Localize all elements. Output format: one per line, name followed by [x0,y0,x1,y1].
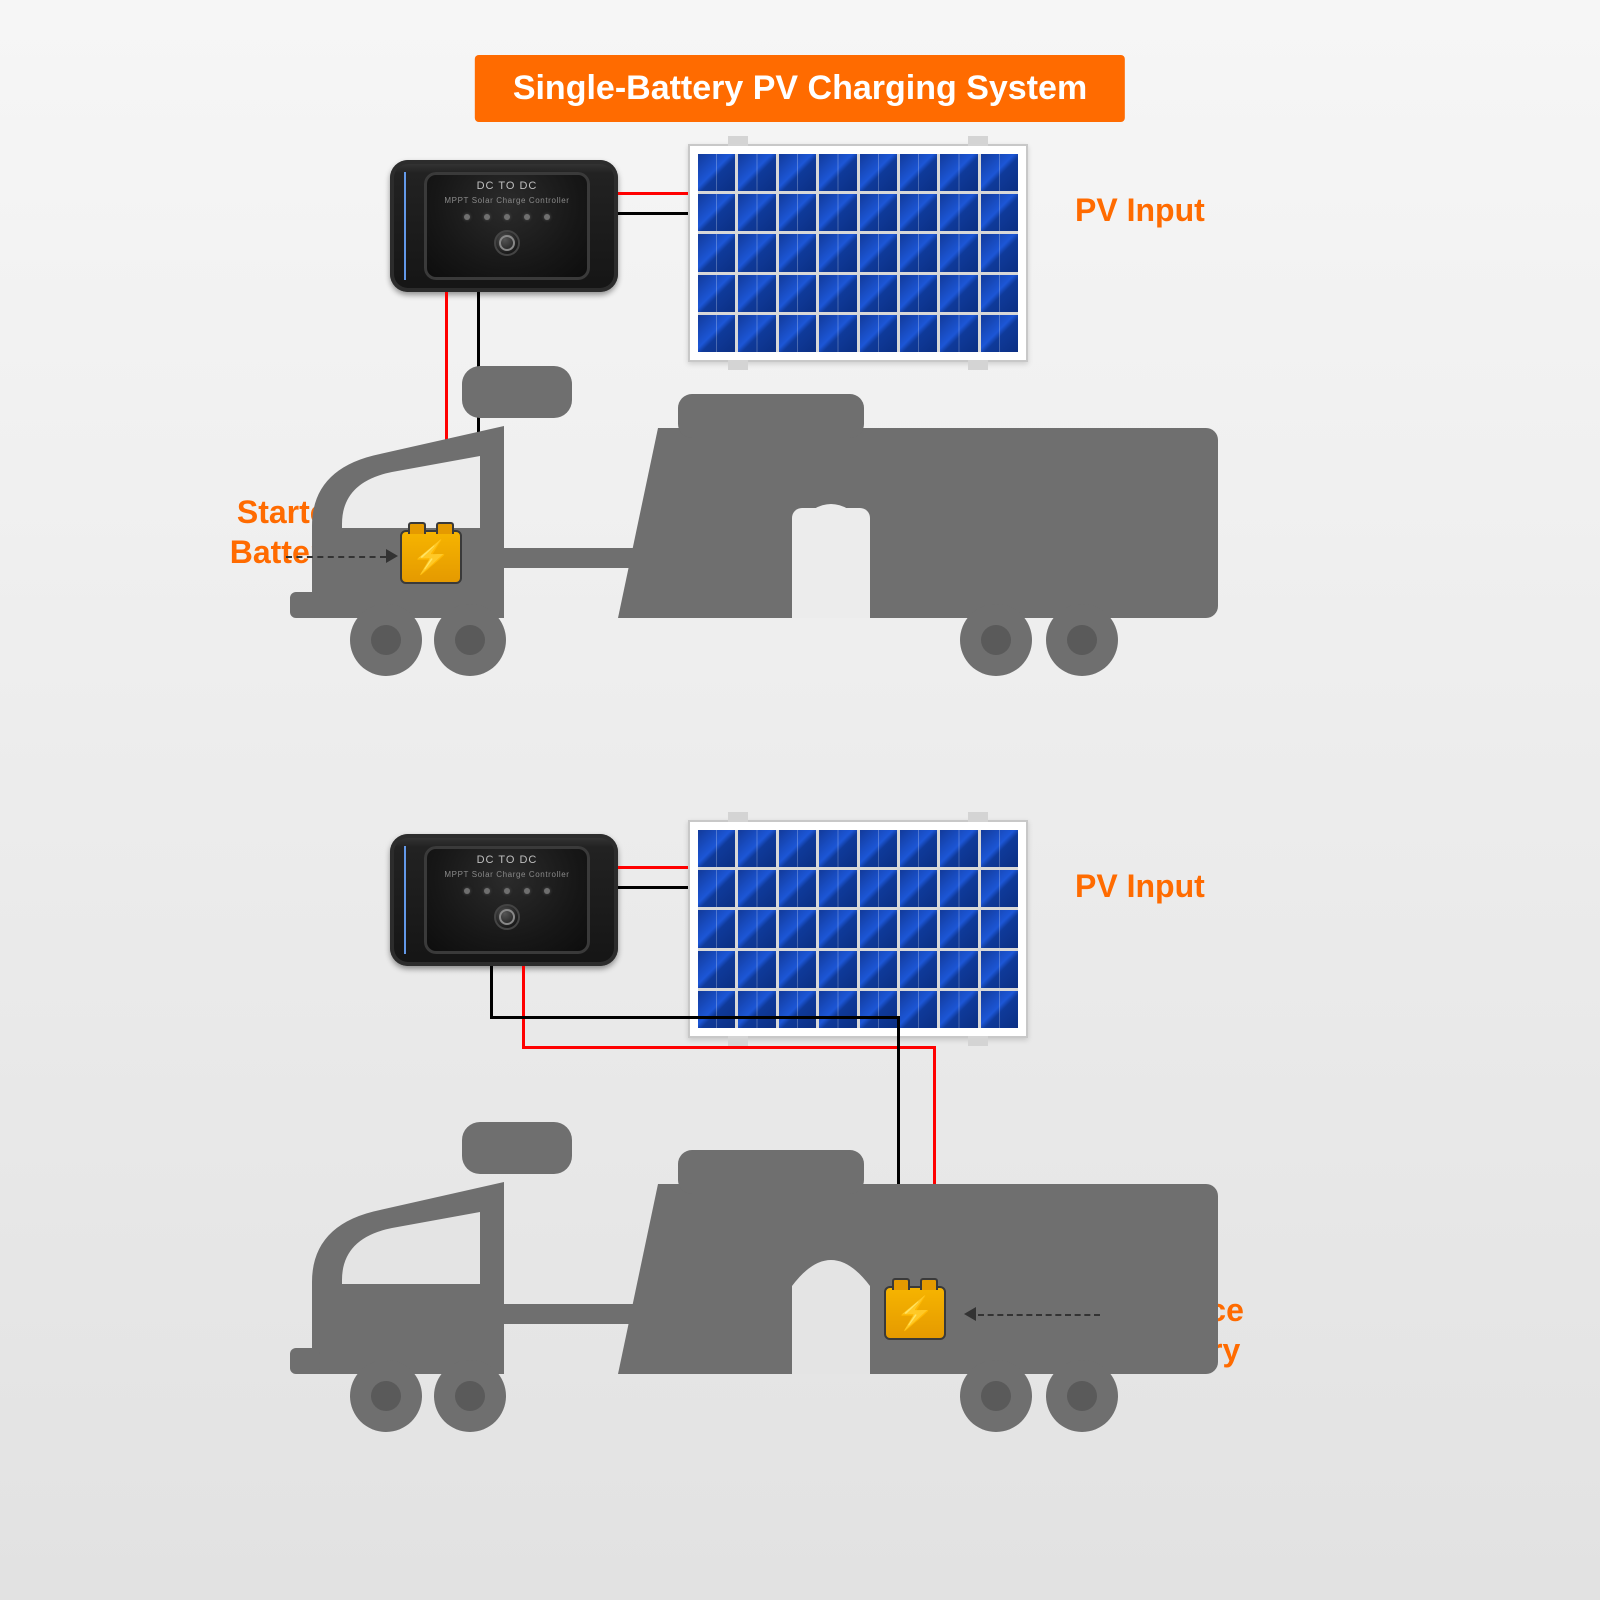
bolt-icon-2: ⚡ [895,1294,935,1332]
wire-pos-d1-2 [522,966,525,1049]
panel-grid-2 [698,830,1018,1028]
wire-neg-d1-2 [490,966,493,1019]
wire-neg-panel-2 [618,886,688,889]
diagram-title: Single-Battery PV Charging System [475,55,1125,122]
service-battery-icon: ⚡ [884,1286,946,1340]
wire-pos-panel-2 [618,866,688,869]
solar-panel-2 [688,820,1028,1038]
starter-battery-icon: ⚡ [400,530,462,584]
pointer-service-arrow [964,1307,976,1321]
controller-sub-2: MPPT Solar Charge Controller [424,870,590,879]
wire-neg-across-2 [490,1016,900,1019]
controller-brand-2: DC TO DC [424,854,590,866]
wire-neg-panel-1 [618,212,688,215]
controller-sub-1: MPPT Solar Charge Controller [424,196,590,205]
pointer-starter-arrow [386,549,398,563]
solar-panel-1 [688,144,1028,362]
charge-controller-1: DC TO DC MPPT Solar Charge Controller [390,160,618,292]
pointer-starter [286,556,386,558]
wire-pos-panel-1 [618,192,688,195]
controller-brand-1: DC TO DC [424,180,590,192]
charge-controller-2: DC TO DC MPPT Solar Charge Controller [390,834,618,966]
pointer-service [978,1314,1100,1316]
rv-silhouette-2 [272,1114,1252,1434]
bolt-icon: ⚡ [411,538,451,576]
rv-silhouette-1 [272,358,1252,678]
pv-input-label-1: PV Input [1075,190,1205,230]
wire-pos-across-2 [522,1046,936,1049]
panel-grid-1 [698,154,1018,352]
pv-input-label-2: PV Input [1075,866,1205,906]
